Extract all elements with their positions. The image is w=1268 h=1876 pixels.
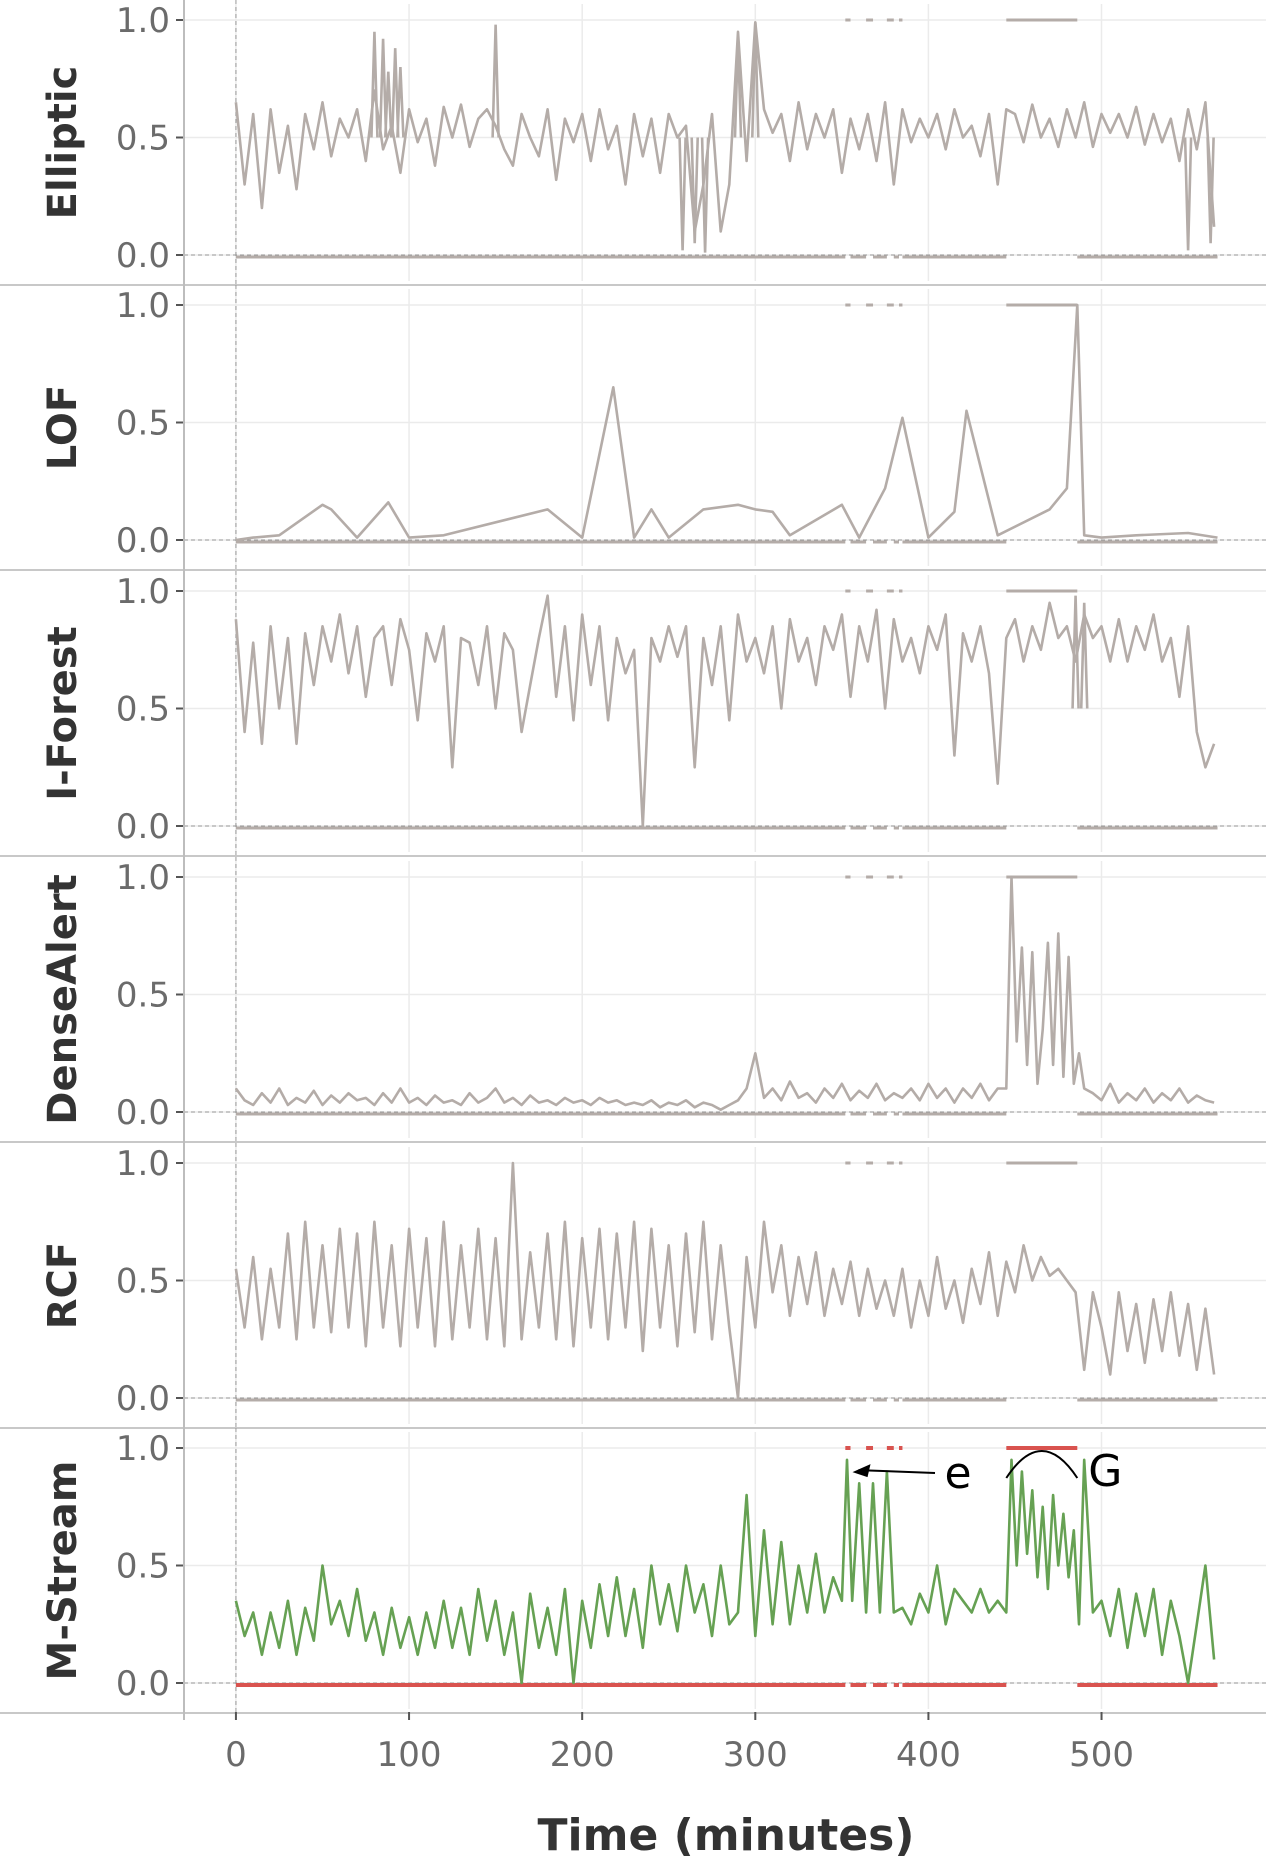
series-peak [1183,137,1193,251]
annotation-bracket [1005,1450,1079,1479]
series-line [234,594,1216,828]
panel-m-stream: 0.0 0.5 1.0 M-Stream e G [0,1428,1266,1714]
x-tick-label: 0 [225,1735,247,1775]
series-peak [370,31,379,138]
series-peak [491,24,500,138]
x-tick-label: 300 [723,1735,788,1775]
y-tick-label: 0.0 [116,236,170,276]
series-line [234,875,1215,1111]
series-peak [700,137,710,253]
series-peak [1071,595,1080,709]
y-tick-label: 1.0 [116,858,170,898]
x-tick-label: 200 [550,1735,615,1775]
y-tick-label: 0.0 [116,807,170,847]
panel-title: RCF [40,1242,86,1329]
series-line [234,1161,1216,1400]
panel-rcf: 0.0 0.5 1.0 RCF [0,1143,1266,1429]
panel-lof: 0.0 0.5 1.0 LOF [0,285,1266,571]
series-peak [733,38,743,138]
y-tick-label: 0.5 [116,119,170,159]
y-tick-label: 0.5 [116,1547,170,1587]
panel-title: Elliptic [40,66,86,220]
series-peak [396,66,405,138]
series-line [234,20,1216,233]
y-tick-label: 1.0 [116,1429,170,1469]
y-tick-label: 0.5 [116,1262,170,1302]
panel-title: M-Stream [40,1461,86,1681]
y-tick-label: 1.0 [116,572,170,612]
panel-elliptic: 0.0 0.5 1.0 Elliptic [0,0,1266,286]
series-peak [1206,137,1215,244]
y-tick-label: 0.0 [116,1664,170,1704]
annotation-label: G [1088,1446,1122,1497]
panel-i-forest: 0.0 0.5 1.0 I-Forest [0,571,1266,857]
series-peak [678,137,687,251]
y-tick-label: 1.0 [116,286,170,326]
x-tick-label: 400 [896,1735,961,1775]
panel-densealert: 0.0 0.5 1.0 DenseAlert [0,857,1266,1143]
series-line [234,1458,1216,1685]
panel-title: I-Forest [40,626,86,800]
y-tick-label: 0.5 [116,976,170,1016]
series-peak [1079,602,1089,709]
series-peak [383,71,393,138]
x-tick-label: 500 [1069,1735,1134,1775]
series-peak [750,22,760,138]
x-axis: 0 100 200 300 400 500 [183,0,1134,1775]
annotation-arrow [858,1469,936,1474]
y-tick-label: 0.0 [116,1093,170,1133]
series-peak [390,48,400,138]
x-axis-title: Time (minutes) [538,1810,915,1861]
series-peak [378,38,388,138]
y-tick-label: 0.5 [116,690,170,730]
x-tick-label: 100 [377,1735,442,1775]
y-tick-label: 0.0 [116,521,170,561]
y-tick-label: 0.5 [116,404,170,444]
annotation-label: e [944,1448,971,1499]
series-line [235,303,1218,542]
y-tick-label: 0.0 [116,1379,170,1419]
panel-title: DenseAlert [40,874,86,1124]
chart-panels: 0.0 0.5 1.0 Elliptic 0.0 0.5 1.0 LOF 0.0 0.5 1.0 I-… [0,0,1266,1714]
annotation-arrowhead [852,1464,871,1478]
y-tick-label: 1.0 [116,1144,170,1184]
y-tick-label: 1.0 [116,1,170,41]
panel-title: LOF [40,385,86,470]
series-peak [690,137,700,244]
